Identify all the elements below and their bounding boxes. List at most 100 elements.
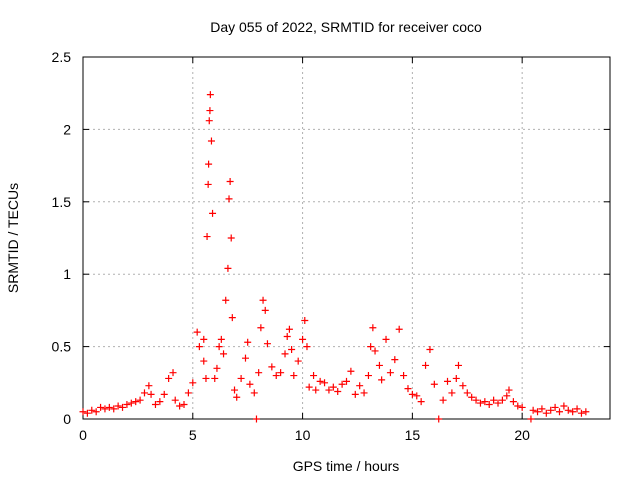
data-point [145,382,153,390]
data-point [463,389,471,397]
plot-frame [82,56,611,420]
data-point [268,363,276,371]
data-point [582,408,590,416]
data-point [206,107,214,115]
data-point [294,357,302,365]
data-point [303,343,311,351]
data-point [205,160,213,168]
data-point [325,386,333,394]
data-point [364,372,372,380]
data-point [452,374,460,382]
data-point [207,137,215,145]
data-point [422,361,430,369]
tick-labels: 0 5 10 15 20 0 0.5 1 1.5 2 2.5 [52,49,531,443]
data-point [360,389,368,397]
data-point [180,401,188,409]
data-point [430,380,438,388]
data-point [400,372,408,380]
y-tick-label: 0.5 [52,339,72,355]
data-point [202,374,210,382]
data-point [215,343,223,351]
data-point [367,343,375,351]
data-point [505,386,513,394]
data-point [101,405,109,413]
data-point [205,117,213,125]
data-point [426,345,434,353]
data-point [233,393,241,401]
data-point [213,364,221,372]
data-point [283,332,291,340]
data-point [547,406,555,414]
data-point [534,408,542,416]
data-point [169,369,177,377]
data-point [261,306,269,314]
y-tick-label: 0 [63,411,71,427]
data-point [171,396,179,404]
data-point [299,335,307,343]
data-point [83,409,91,417]
data-point [237,374,245,382]
data-point [110,405,118,413]
data-point [476,399,484,407]
data-point [472,396,480,404]
data-point [312,386,320,394]
data-point [498,396,506,404]
x-tick-label: 5 [189,427,197,443]
data-point [378,376,386,384]
data-point [246,380,254,388]
grid [83,57,610,419]
data-point [222,296,230,304]
data-point [408,390,416,398]
y-tick-label: 2.5 [52,49,72,65]
data-point [481,398,489,406]
data-point [404,385,412,393]
data-point [88,406,96,414]
data-point [564,406,572,414]
data-point [123,401,131,409]
chart-title: Day 055 of 2022, SRMTID for receiver coc… [210,19,482,35]
data-point [228,314,236,322]
y-tick-label: 2 [63,121,71,137]
data-point [577,409,585,417]
data-point [231,386,239,394]
data-point [444,377,452,385]
data-point [200,357,208,365]
data-point [369,324,377,332]
data-point [263,340,271,348]
data-point [573,405,581,413]
data-point [494,399,502,407]
data-point [250,389,258,397]
data-point [395,325,403,333]
data-point [241,354,249,362]
data-point [356,382,364,390]
data-point [329,383,337,391]
data-point [114,402,122,410]
data-point [343,377,350,385]
data-point [514,402,522,410]
data-point [226,178,234,186]
x-tick-label: 15 [405,427,421,443]
data-point [310,372,318,380]
data-point [518,403,526,411]
x-tick-label: 10 [295,427,311,443]
data-point [417,398,425,406]
data-point [468,393,476,401]
data-point [189,379,197,387]
data-point [371,347,379,355]
y-tick-label: 1 [63,266,71,282]
data-point [225,195,233,203]
data-point [290,372,298,380]
ticks [82,56,610,420]
data-point [224,264,232,272]
x-axis-label: GPS time / hours [293,458,400,474]
data-point [211,374,219,382]
data-point [259,296,267,304]
data-point [285,325,293,333]
data-point [316,377,324,385]
data-point [281,350,289,358]
data-point [542,409,550,417]
data-point [176,402,184,410]
data-point [132,398,140,406]
data-point [538,405,546,413]
data-point [227,234,235,242]
